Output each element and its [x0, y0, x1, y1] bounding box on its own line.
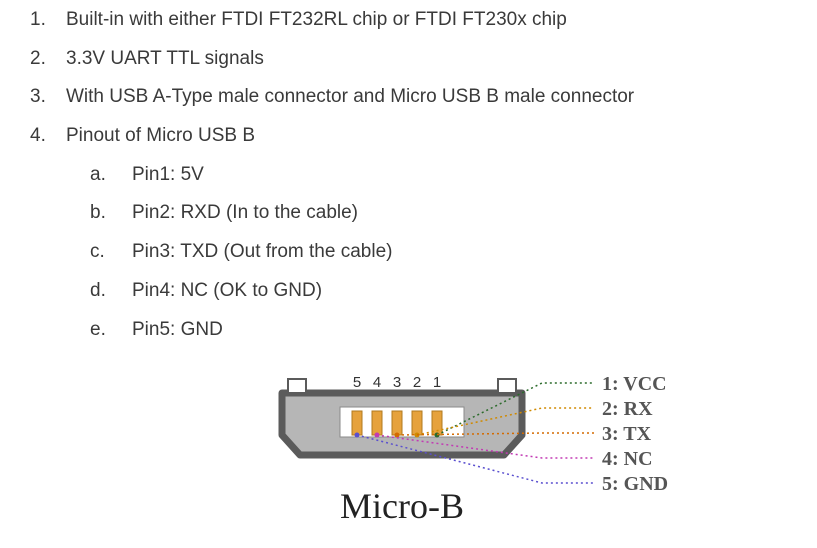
list-item: e. Pin5: GND: [90, 318, 797, 343]
list-text: Pinout of Micro USB B: [66, 124, 255, 149]
list-marker: b.: [90, 201, 132, 226]
list-item: c. Pin3: TXD (Out from the cable): [90, 240, 797, 265]
list-item: b. Pin2: RXD (In to the cable): [90, 201, 797, 226]
list-text: 3.3V UART TTL signals: [66, 47, 264, 72]
pinout-sublist: a. Pin1: 5V b. Pin2: RXD (In to the cabl…: [90, 163, 797, 342]
pin-number: 2: [413, 374, 421, 391]
connector-pin: [412, 411, 422, 435]
callout-label: 4: NC: [602, 448, 653, 470]
callout-dot: [375, 433, 380, 438]
pin-number: 1: [433, 374, 441, 391]
connector-tab-right: [498, 379, 516, 393]
connector-svg: 54321 1: VCC 2: RX 3: TX 4: NC 5: GND Micro-B: [0, 358, 817, 543]
connector-tab-left: [288, 379, 306, 393]
callout-label: 5: GND: [602, 473, 668, 495]
callout-label: 3: TX: [602, 423, 652, 445]
list-text: Pin2: RXD (In to the cable): [132, 201, 358, 226]
list-marker: c.: [90, 240, 132, 265]
list-marker: 1.: [20, 8, 66, 33]
callout-dot: [395, 433, 400, 438]
pin-number: 5: [353, 374, 361, 391]
callout-label: 1: VCC: [602, 373, 667, 395]
list-text: Pin4: NC (OK to GND): [132, 279, 322, 304]
callout-dot: [355, 433, 360, 438]
list-marker: 4.: [20, 124, 66, 149]
list-marker: 3.: [20, 85, 66, 110]
list-marker: 2.: [20, 47, 66, 72]
list-marker: a.: [90, 163, 132, 188]
list-text: Pin1: 5V: [132, 163, 204, 188]
list-item: 4. Pinout of Micro USB B: [20, 124, 797, 149]
list-item: 2. 3.3V UART TTL signals: [20, 47, 797, 72]
diagram-title: Micro-B: [340, 486, 464, 526]
connector-pin: [392, 411, 402, 435]
spec-list: 1. Built-in with either FTDI FT232RL chi…: [20, 8, 797, 149]
callout-label: 2: RX: [602, 398, 653, 420]
list-text: Pin5: GND: [132, 318, 223, 343]
list-item: 3. With USB A-Type male connector and Mi…: [20, 85, 797, 110]
list-text: Pin3: TXD (Out from the cable): [132, 240, 392, 265]
list-marker: d.: [90, 279, 132, 304]
list-text: Built-in with either FTDI FT232RL chip o…: [66, 8, 567, 33]
pin-number: 3: [393, 374, 401, 391]
list-item: d. Pin4: NC (OK to GND): [90, 279, 797, 304]
connector-diagram: 54321 1: VCC 2: RX 3: TX 4: NC 5: GND Micro-B: [0, 358, 817, 543]
list-text: With USB A-Type male connector and Micro…: [66, 85, 634, 110]
list-marker: e.: [90, 318, 132, 343]
pin-number: 4: [373, 374, 381, 391]
list-item: 1. Built-in with either FTDI FT232RL chi…: [20, 8, 797, 33]
connector-pin: [352, 411, 362, 435]
list-item: a. Pin1: 5V: [90, 163, 797, 188]
connector-pin: [372, 411, 382, 435]
